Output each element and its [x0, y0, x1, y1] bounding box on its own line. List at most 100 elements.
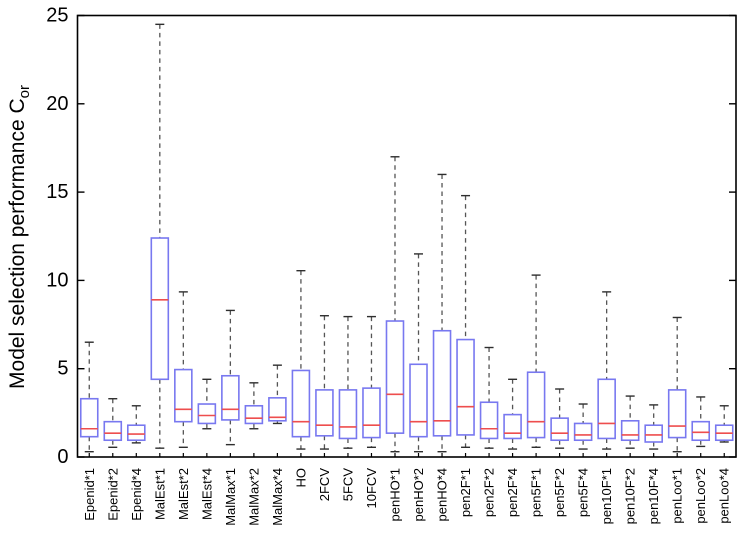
box-whiskers — [414, 253, 424, 453]
y-tick-label: 5 — [57, 358, 68, 380]
iqr-box — [526, 371, 546, 439]
iqr-box — [79, 397, 99, 438]
iqr-box — [150, 237, 170, 381]
box-whiskers — [672, 316, 682, 453]
x-tick-label: 2FCV — [317, 468, 332, 502]
x-tick-label: penHO*2 — [411, 468, 426, 521]
box-10FCV — [362, 387, 381, 439]
box-pen2F*4 — [503, 413, 522, 440]
box-pen10F*4 — [644, 424, 663, 443]
box-pen10F*1 — [597, 378, 616, 440]
box-whiskers — [484, 346, 494, 449]
x-tick-labels: Epenid*1 Epenid*2 Epenid*4 MalEst*1 MalEst*2… — [82, 468, 732, 526]
x-tick-label: MalMax*4 — [270, 468, 285, 526]
iqr-box — [597, 378, 616, 440]
iqr-box — [479, 401, 499, 440]
box-whiskers — [531, 274, 541, 448]
x-tick-label: MalEst*4 — [199, 468, 214, 520]
iqr-box — [291, 369, 311, 438]
box-Epenid*2 — [103, 420, 123, 442]
box-pen5F*1 — [526, 371, 546, 439]
box-whiskers — [602, 291, 612, 450]
x-tick-label: pen5F*2 — [552, 468, 567, 517]
x-tick-label: pen2F*2 — [482, 468, 497, 517]
iqr-box — [667, 389, 687, 439]
iqr-box — [197, 403, 217, 425]
iqr-box — [103, 420, 123, 442]
x-tick-label: pen2F*4 — [505, 468, 520, 517]
box-2FCV — [315, 389, 334, 437]
box-MalMax*4 — [268, 397, 287, 422]
iqr-box — [691, 420, 711, 442]
x-tick-label: penHO*1 — [387, 468, 402, 521]
axes-layer — [76, 14, 737, 458]
box-whiskers — [649, 404, 659, 450]
box-MalEst*2 — [174, 368, 193, 423]
box-whiskers — [296, 269, 306, 450]
box-whiskers — [390, 156, 400, 453]
box-whiskers — [319, 315, 329, 450]
box-penHO*2 — [409, 363, 428, 438]
box-whiskers — [343, 315, 353, 449]
box-pen2F*2 — [479, 401, 499, 440]
y-tick-label: 25 — [46, 5, 68, 27]
iqr-box — [409, 363, 428, 438]
y-tick-label: 20 — [46, 93, 68, 115]
box-MalMax*1 — [221, 374, 240, 421]
x-tick-label: MalMax*2 — [246, 468, 261, 526]
box-whiskers — [249, 382, 259, 430]
box-penHO*4 — [432, 329, 452, 437]
box-whiskers — [202, 378, 212, 430]
box-penLoo*4 — [714, 424, 734, 442]
iqr-box — [221, 374, 240, 421]
iqr-box — [174, 368, 193, 423]
x-tick-label: penHO*4 — [435, 468, 450, 521]
y-tick-label: 15 — [46, 181, 68, 203]
iqr-box — [573, 422, 593, 442]
y-axis-title-main: Model selection performance C — [6, 98, 29, 389]
box-MalEst*4 — [197, 403, 217, 425]
x-tick-label: penLoo*4 — [717, 468, 732, 524]
box-whiskers — [84, 341, 94, 453]
box-pen5F*2 — [550, 417, 569, 442]
x-tick-label: pen10F*2 — [623, 468, 638, 524]
box-HO — [291, 369, 311, 438]
iqr-box — [644, 424, 663, 443]
iqr-box — [126, 424, 146, 442]
x-tick-label: pen2F*1 — [458, 468, 473, 517]
box-whiskers — [625, 395, 635, 449]
axes-frame — [76, 14, 737, 458]
iqr-box — [315, 389, 334, 437]
box-Epenid*4 — [126, 424, 146, 442]
x-tick-label: HO — [293, 468, 308, 488]
iqr-box — [385, 320, 405, 434]
x-tick-label: penLoo*1 — [670, 468, 685, 524]
x-tick-label: 10FCV — [364, 468, 379, 509]
box-whiskers — [437, 173, 447, 453]
whiskers-layer — [84, 23, 729, 453]
x-tick-label: Epenid*1 — [82, 468, 97, 521]
iqr-box — [456, 338, 475, 436]
box-penHO*1 — [385, 320, 405, 434]
box-whiskers — [108, 398, 118, 448]
y-tick-label: 10 — [46, 269, 68, 291]
box-5FCV — [338, 389, 358, 440]
box-penLoo*1 — [667, 389, 687, 439]
box-whiskers — [578, 403, 588, 450]
x-tick-label: MalMax*1 — [223, 468, 238, 526]
box-whiskers — [555, 388, 565, 449]
box-whiskers — [155, 23, 165, 449]
x-tick-label: pen10F*1 — [599, 468, 614, 524]
box-penLoo*2 — [691, 420, 711, 442]
box-whiskers — [508, 378, 518, 450]
box-pen10F*2 — [620, 419, 640, 442]
x-tick-label: Epenid*4 — [129, 468, 144, 521]
iqr-box — [432, 329, 452, 437]
y-axis-title: Model selection performance Cor — [6, 85, 33, 389]
x-tick-label: pen5F*1 — [529, 468, 544, 517]
boxes-layer — [79, 237, 734, 443]
x-tick-label: pen5F*4 — [576, 468, 591, 517]
iqr-box — [503, 413, 522, 440]
